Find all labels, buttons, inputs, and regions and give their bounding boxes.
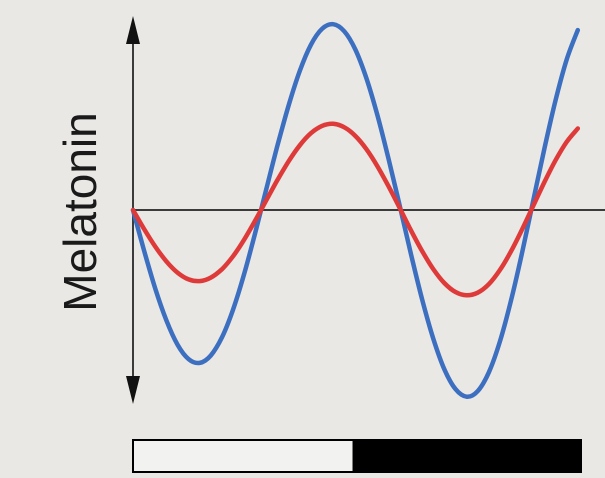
bar-segment-dark xyxy=(352,440,581,472)
series-blue-curve xyxy=(130,21,581,399)
bar-outline xyxy=(132,439,582,473)
series-layer xyxy=(130,21,581,399)
bar-segment-light xyxy=(133,440,353,472)
light-dark-bar xyxy=(132,439,582,473)
y-axis-label: Melatonin xyxy=(54,112,106,311)
y-axis-arrow-down xyxy=(126,376,140,404)
y-axis-arrow-up xyxy=(126,16,140,44)
series-red-curve xyxy=(130,121,581,298)
